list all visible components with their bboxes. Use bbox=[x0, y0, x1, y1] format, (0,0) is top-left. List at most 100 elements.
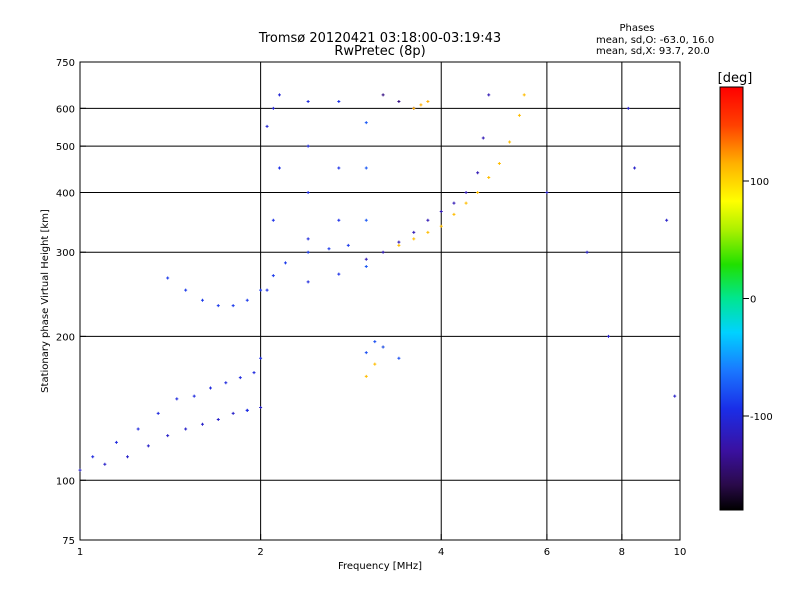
colorbar-tick-label: 0 bbox=[750, 295, 756, 306]
data-point bbox=[200, 422, 204, 426]
data-point bbox=[245, 408, 249, 412]
data-point bbox=[364, 218, 368, 222]
data-point bbox=[487, 93, 491, 97]
data-point bbox=[91, 455, 95, 459]
data-point bbox=[252, 371, 256, 375]
data-point bbox=[673, 394, 677, 398]
data-point bbox=[364, 374, 368, 378]
x-tick-label: 4 bbox=[438, 547, 444, 558]
data-point bbox=[231, 304, 235, 308]
data-point bbox=[373, 340, 377, 344]
data-point bbox=[452, 212, 456, 216]
data-point bbox=[606, 334, 610, 338]
data-point bbox=[397, 356, 401, 360]
data-point bbox=[364, 351, 368, 355]
y-axis-ticks: 75 100 200 300 400 500 600 750 bbox=[56, 58, 86, 547]
y-axis-label: Stationary phase Virtual Height [km] bbox=[40, 209, 51, 393]
data-point bbox=[216, 304, 220, 308]
data-point bbox=[259, 288, 263, 292]
data-point bbox=[397, 100, 401, 104]
data-point bbox=[327, 247, 331, 251]
y-tick-label: 200 bbox=[56, 332, 75, 343]
data-point bbox=[136, 427, 140, 431]
data-point bbox=[426, 100, 430, 104]
data-point bbox=[156, 411, 160, 415]
data-point bbox=[224, 381, 228, 385]
colorbar-tick-label: 100 bbox=[750, 177, 769, 188]
data-point bbox=[397, 240, 401, 244]
data-point bbox=[412, 230, 416, 234]
data-point bbox=[337, 272, 341, 276]
data-point bbox=[439, 224, 443, 228]
data-point bbox=[78, 468, 82, 472]
data-point bbox=[192, 394, 196, 398]
data-point bbox=[231, 411, 235, 415]
data-point bbox=[381, 93, 385, 97]
data-point bbox=[633, 166, 637, 170]
data-point bbox=[337, 166, 341, 170]
colorbar-label: [deg] bbox=[718, 71, 753, 86]
data-point bbox=[166, 276, 170, 280]
data-points bbox=[78, 93, 677, 472]
data-point bbox=[208, 386, 212, 390]
data-point bbox=[271, 274, 275, 278]
data-point bbox=[452, 201, 456, 205]
chart-subtitle: RwPretec (8p) bbox=[334, 44, 425, 59]
y-tick-label: 75 bbox=[62, 536, 75, 547]
colorbar: [deg] 100 0 -100 bbox=[718, 71, 773, 511]
data-point bbox=[306, 280, 310, 284]
x-axis-ticks: 1 2 4 6 8 10 bbox=[77, 534, 687, 558]
x-tick-label: 6 bbox=[544, 547, 550, 558]
data-point bbox=[426, 230, 430, 234]
grid bbox=[80, 62, 680, 540]
data-point bbox=[364, 265, 368, 269]
data-point bbox=[245, 298, 249, 302]
y-tick-label: 300 bbox=[56, 248, 75, 259]
x-axis-label: Frequency [MHz] bbox=[338, 561, 422, 572]
phases-mean-o: mean, sd,O: -63.0, 16.0 bbox=[596, 35, 714, 46]
y-tick-label: 750 bbox=[56, 58, 75, 69]
data-point bbox=[114, 440, 118, 444]
data-point bbox=[175, 397, 179, 401]
data-point bbox=[337, 100, 341, 104]
header: Tromsø 20120421 03:18:00-03:19:43 RwPret… bbox=[258, 23, 714, 59]
x-tick-label: 10 bbox=[674, 547, 687, 558]
data-point bbox=[364, 166, 368, 170]
data-point bbox=[419, 103, 423, 107]
data-point bbox=[200, 298, 204, 302]
data-point bbox=[412, 237, 416, 241]
data-point bbox=[545, 190, 549, 194]
data-point bbox=[364, 257, 368, 261]
data-point bbox=[265, 288, 269, 292]
data-point bbox=[381, 250, 385, 254]
data-point bbox=[381, 345, 385, 349]
data-point bbox=[439, 210, 443, 214]
data-point bbox=[271, 218, 275, 222]
data-point bbox=[277, 166, 281, 170]
data-point bbox=[146, 444, 150, 448]
data-point bbox=[426, 218, 430, 222]
data-point bbox=[216, 418, 220, 422]
data-point bbox=[238, 376, 242, 380]
data-point bbox=[487, 175, 491, 179]
colorbar-ticks: 100 0 -100 bbox=[743, 177, 773, 423]
phases-mean-x: mean, sd,X: 93.7, 20.0 bbox=[596, 46, 710, 57]
plot-frame bbox=[79, 61, 681, 541]
data-point bbox=[476, 190, 480, 194]
x-tick-label: 8 bbox=[619, 547, 625, 558]
data-point bbox=[397, 243, 401, 247]
data-point bbox=[306, 100, 310, 104]
data-point bbox=[306, 250, 310, 254]
data-point bbox=[184, 288, 188, 292]
y-tick-label: 500 bbox=[56, 142, 75, 153]
data-point bbox=[271, 106, 275, 110]
data-point bbox=[464, 201, 468, 205]
data-point bbox=[259, 356, 263, 360]
data-point bbox=[259, 405, 263, 409]
x-tick-label: 1 bbox=[77, 547, 83, 558]
y-tick-label: 600 bbox=[56, 104, 75, 115]
data-point bbox=[103, 462, 107, 466]
data-point bbox=[306, 237, 310, 241]
chart-title: Tromsø 20120421 03:18:00-03:19:43 bbox=[258, 31, 501, 46]
